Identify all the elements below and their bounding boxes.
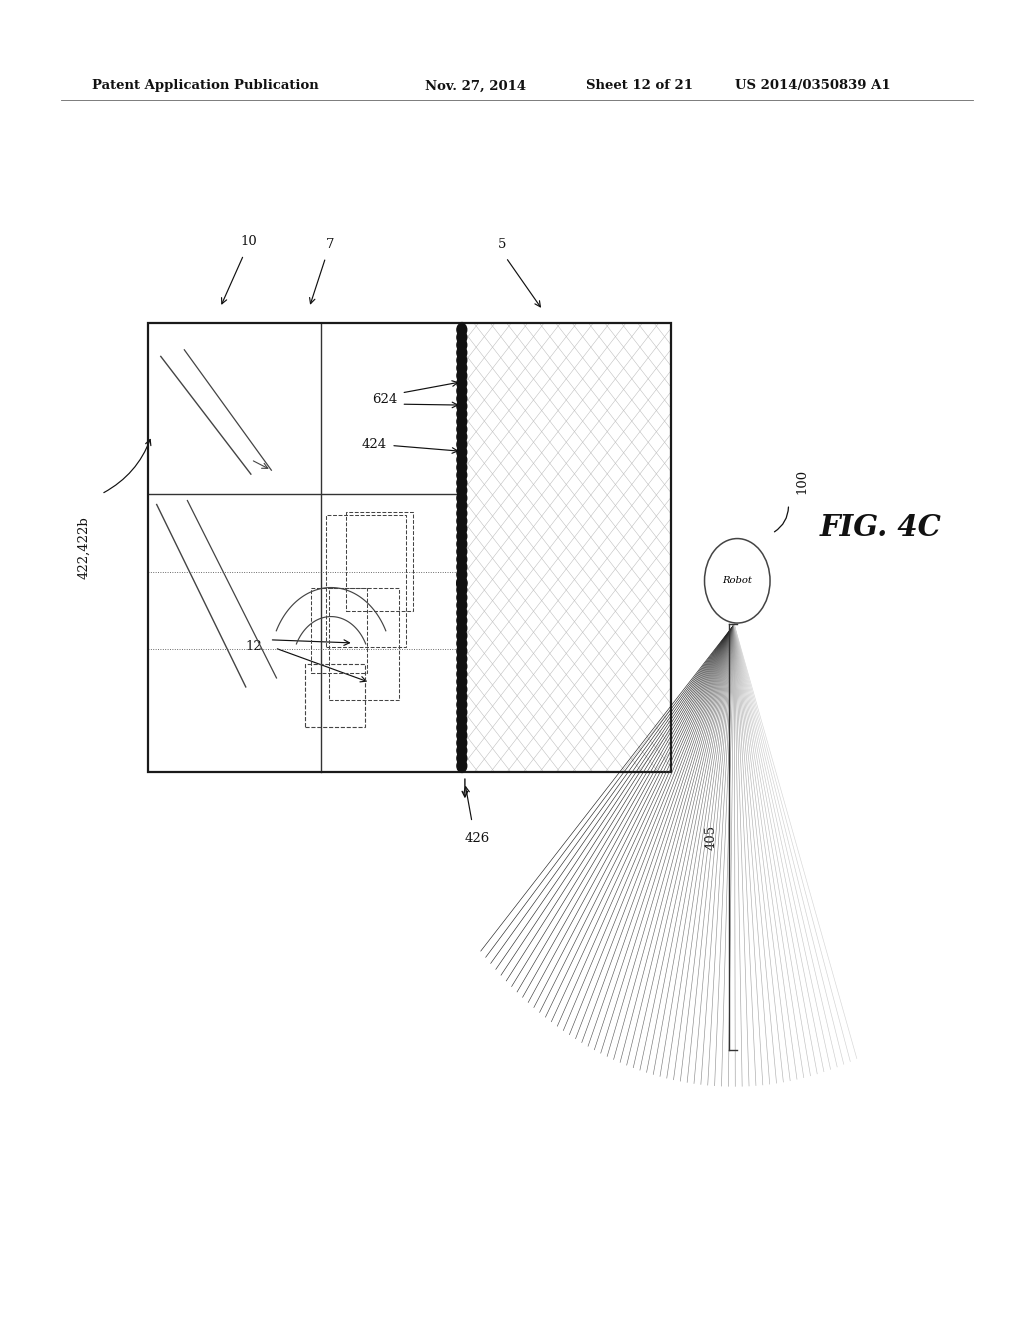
Bar: [305, 664, 365, 727]
Circle shape: [457, 690, 467, 704]
Circle shape: [457, 477, 467, 490]
Circle shape: [457, 484, 467, 496]
Circle shape: [457, 622, 467, 635]
Circle shape: [457, 461, 467, 474]
Circle shape: [457, 446, 467, 458]
Circle shape: [457, 492, 467, 504]
Circle shape: [457, 362, 467, 375]
Circle shape: [457, 759, 467, 772]
Circle shape: [457, 698, 467, 711]
Circle shape: [457, 378, 467, 389]
Circle shape: [457, 545, 467, 558]
Circle shape: [457, 561, 467, 573]
Bar: [310, 587, 367, 673]
Circle shape: [457, 392, 467, 405]
Text: Sheet 12 of 21: Sheet 12 of 21: [586, 79, 692, 92]
Text: 624: 624: [372, 393, 397, 407]
Circle shape: [457, 591, 467, 603]
Bar: [148, 323, 671, 772]
Text: 10: 10: [241, 235, 257, 248]
Circle shape: [457, 454, 467, 466]
Text: 5: 5: [498, 238, 506, 251]
Circle shape: [457, 568, 467, 581]
Circle shape: [457, 323, 467, 337]
Circle shape: [457, 531, 467, 543]
Text: US 2014/0350839 A1: US 2014/0350839 A1: [735, 79, 891, 92]
Circle shape: [457, 331, 467, 343]
Bar: [326, 515, 406, 647]
Circle shape: [457, 507, 467, 520]
Circle shape: [457, 638, 467, 649]
Circle shape: [457, 515, 467, 528]
Text: Robot: Robot: [722, 577, 753, 585]
Text: Nov. 27, 2014: Nov. 27, 2014: [425, 79, 526, 92]
Circle shape: [457, 384, 467, 397]
Circle shape: [457, 408, 467, 420]
Circle shape: [457, 668, 467, 680]
Circle shape: [457, 438, 467, 451]
Circle shape: [457, 652, 467, 665]
Circle shape: [457, 346, 467, 359]
Text: 12: 12: [246, 640, 262, 653]
Circle shape: [457, 644, 467, 657]
Text: 405: 405: [705, 825, 717, 850]
Circle shape: [457, 744, 467, 756]
Circle shape: [705, 539, 770, 623]
Circle shape: [457, 370, 467, 381]
Bar: [329, 589, 398, 701]
Circle shape: [457, 676, 467, 688]
Circle shape: [457, 523, 467, 535]
Circle shape: [457, 469, 467, 482]
Circle shape: [457, 614, 467, 627]
Circle shape: [457, 606, 467, 619]
Circle shape: [457, 706, 467, 718]
Text: FIG. 4C: FIG. 4C: [820, 513, 941, 543]
Text: 100: 100: [796, 469, 808, 495]
Circle shape: [457, 537, 467, 550]
Circle shape: [457, 660, 467, 673]
Circle shape: [457, 714, 467, 726]
Circle shape: [457, 729, 467, 742]
Circle shape: [457, 499, 467, 512]
Circle shape: [457, 354, 467, 367]
Circle shape: [457, 430, 467, 444]
Circle shape: [457, 577, 467, 590]
Circle shape: [457, 576, 467, 589]
Circle shape: [457, 400, 467, 413]
Circle shape: [457, 630, 467, 642]
Circle shape: [457, 339, 467, 351]
Text: Patent Application Publication: Patent Application Publication: [92, 79, 318, 92]
Text: 424: 424: [361, 438, 387, 451]
Circle shape: [457, 583, 467, 597]
Circle shape: [457, 422, 467, 436]
Text: 426: 426: [465, 832, 489, 845]
Circle shape: [457, 599, 467, 611]
Text: 422,422b: 422,422b: [78, 516, 90, 579]
Circle shape: [457, 553, 467, 565]
Circle shape: [457, 416, 467, 428]
Circle shape: [457, 682, 467, 696]
Text: 7: 7: [326, 238, 334, 251]
Circle shape: [457, 721, 467, 734]
Circle shape: [457, 752, 467, 764]
Circle shape: [457, 737, 467, 750]
Bar: [346, 512, 413, 611]
